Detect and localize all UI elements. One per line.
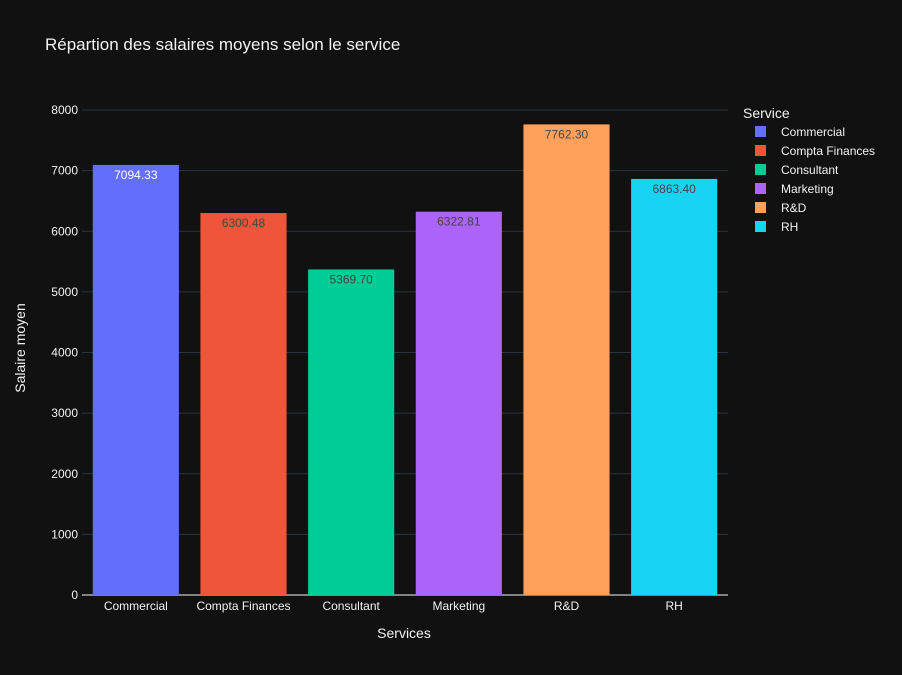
bars — [92, 124, 718, 596]
legend-swatch[interactable] — [755, 202, 766, 213]
legend: Service Commercial Compta Finances Consult… — [743, 105, 875, 234]
legend-swatch[interactable] — [755, 164, 766, 175]
y-tick-label: 1000 — [51, 527, 78, 541]
bar-2[interactable] — [308, 269, 395, 595]
legend-swatch[interactable] — [755, 221, 766, 232]
legend-entry-label[interactable]: Marketing — [781, 182, 834, 196]
y-tick-label: 0 — [71, 588, 78, 602]
y-tick-label: 8000 — [51, 103, 78, 117]
bar-4[interactable] — [523, 124, 610, 596]
y-axis-ticks: 0 1000 2000 3000 4000 5000 6000 7000 8000 — [51, 103, 78, 602]
x-tick-label: R&D — [554, 599, 580, 613]
bar-5[interactable] — [631, 178, 718, 595]
bar-data-label: 6322.81 — [437, 215, 481, 229]
bar-0[interactable] — [92, 164, 179, 595]
y-axis-title: Salaire moyen — [12, 303, 28, 393]
legend-entry-label[interactable]: Commercial — [781, 125, 845, 139]
legend-entry-label[interactable]: RH — [781, 220, 798, 234]
legend-swatch[interactable] — [755, 145, 766, 156]
y-tick-label: 7000 — [51, 164, 78, 178]
legend-swatch[interactable] — [755, 126, 766, 137]
bar-data-label: 6300.48 — [222, 216, 266, 230]
x-tick-label: Compta Finances — [196, 599, 290, 613]
gridlines — [82, 109, 728, 596]
bar-data-label: 7762.30 — [545, 127, 589, 141]
legend-entry-label[interactable]: Consultant — [781, 163, 839, 177]
legend-entry-label[interactable]: Compta Finances — [781, 144, 875, 158]
y-tick-label: 5000 — [51, 285, 78, 299]
y-tick-label: 2000 — [51, 467, 78, 481]
x-tick-label: RH — [665, 599, 682, 613]
bar-data-label: 6863.40 — [652, 182, 696, 196]
bar-3[interactable] — [415, 211, 502, 596]
legend-items: Commercial Compta Finances Consultant Marke… — [755, 125, 875, 234]
bar-1[interactable] — [200, 213, 287, 596]
y-tick-label: 6000 — [51, 224, 78, 238]
y-tick-label: 4000 — [51, 346, 78, 360]
legend-entry-label[interactable]: R&D — [781, 201, 807, 215]
chart-title: Répartion des salaires moyens selon le s… — [45, 35, 400, 54]
x-axis-title: Services — [377, 625, 431, 641]
y-tick-label: 3000 — [51, 406, 78, 420]
x-tick-label: Commercial — [104, 599, 168, 613]
bar-data-labels: 7094.33 6300.48 5369.70 6322.81 7762.30 6863.… — [114, 127, 696, 286]
legend-swatch[interactable] — [755, 183, 766, 194]
bar-data-label: 7094.33 — [114, 168, 158, 182]
legend-title: Service — [743, 105, 790, 121]
bar-data-label: 5369.70 — [329, 272, 373, 286]
x-tick-label: Consultant — [322, 599, 380, 613]
x-tick-label: Marketing — [432, 599, 485, 613]
x-axis-ticks: Commercial Compta Finances Consultant Marke… — [104, 599, 683, 613]
